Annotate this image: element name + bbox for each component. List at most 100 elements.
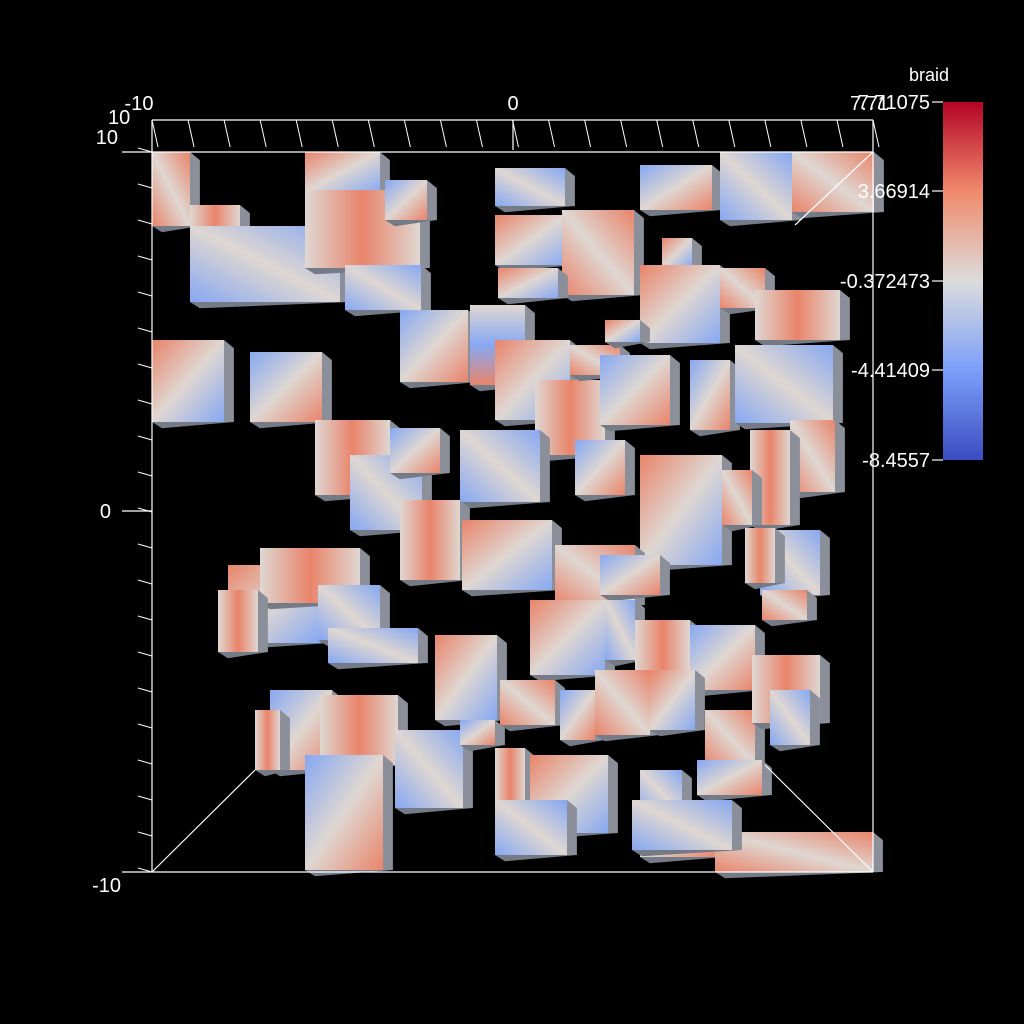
block-front-face [605, 600, 635, 660]
block-bottom-face [640, 343, 730, 350]
block-front-face [530, 600, 605, 675]
block-front-face [735, 345, 833, 423]
block-side-face [752, 470, 762, 525]
block-bottom-face [562, 295, 644, 302]
block-bottom-face [790, 492, 845, 499]
block-side-face [567, 800, 577, 855]
top-axis-tick [439, 119, 447, 148]
volume-block [600, 355, 680, 432]
block-front-face [600, 555, 660, 595]
volume-block [255, 710, 290, 777]
volume-block [498, 268, 568, 305]
top-axis-label-max: 7.71 [850, 93, 889, 115]
top-axis-tick [367, 119, 375, 148]
block-side-face [732, 800, 742, 850]
block-side-face [427, 180, 437, 220]
block-front-face [462, 520, 552, 590]
block-front-face [770, 690, 810, 745]
block-bottom-face [722, 525, 762, 532]
volume-block [250, 352, 332, 429]
block-bottom-face [720, 220, 802, 227]
block-bottom-face [218, 652, 268, 659]
left-axis-tick [137, 507, 153, 513]
volume-block [435, 635, 507, 727]
volume-block [500, 680, 565, 732]
top-axis-tick [728, 119, 736, 148]
depth-line-top-right [794, 151, 874, 226]
top-axis-label-mid: 0 [507, 93, 518, 115]
block-bottom-face [595, 735, 660, 742]
block-side-face [873, 832, 883, 872]
block-side-face [820, 655, 830, 723]
block-front-face [500, 680, 555, 725]
block-bottom-face [640, 857, 725, 864]
block-side-face [322, 352, 332, 422]
top-axis-tick [259, 119, 267, 148]
axis-ticks [137, 119, 880, 873]
block-front-face [255, 710, 280, 770]
block-front-face [390, 428, 440, 473]
left-axis-tick [137, 327, 153, 333]
depth-line-bottom-right [764, 764, 874, 873]
volume-block [495, 800, 577, 862]
axis-frame [122, 119, 874, 873]
block-side-face [280, 710, 290, 770]
block-front-face [690, 360, 730, 430]
top-axis-tick [800, 119, 808, 148]
volume-block [600, 555, 670, 602]
block-bottom-face [605, 342, 650, 349]
left-axis-tick [137, 255, 153, 261]
block-side-face [660, 555, 670, 595]
volume-block [400, 500, 470, 587]
left-axis-tick [137, 867, 153, 873]
block-front-face [328, 628, 418, 663]
block-bottom-face [762, 620, 817, 627]
block-bottom-face [745, 583, 785, 590]
volume-block [575, 440, 635, 502]
left-axis-tick [137, 543, 153, 549]
block-front-face [460, 430, 540, 502]
block-bottom-face [152, 422, 234, 429]
block-front-face [595, 670, 650, 735]
left-axis-tick [137, 687, 153, 693]
block-side-face [692, 238, 702, 268]
left-axis-tick [137, 291, 153, 297]
volume-block [462, 520, 562, 597]
top-axis-tick [331, 119, 339, 148]
volume-block [792, 152, 884, 219]
block-bottom-face [600, 425, 680, 432]
block-front-face [600, 355, 670, 425]
volume-block [722, 470, 762, 532]
block-side-face [775, 528, 785, 583]
colorbar-title: braid [909, 65, 949, 85]
volume-block [745, 528, 785, 590]
top-axis-tick [656, 119, 664, 148]
block-bottom-face [575, 495, 635, 502]
block-front-face [400, 310, 468, 382]
block-front-face [575, 440, 625, 495]
block-side-face [712, 165, 722, 210]
volume-block [640, 265, 730, 350]
left-axis-tick [137, 435, 153, 441]
block-bottom-face [640, 210, 722, 217]
top-axis-tick [475, 119, 483, 148]
block-front-face [345, 265, 421, 310]
block-front-face [762, 590, 807, 620]
block-bottom-face [390, 473, 450, 480]
volume-block [632, 800, 742, 857]
left-axis-label-max: 10 [96, 127, 118, 149]
block-side-face [418, 628, 428, 663]
block-side-face [833, 345, 843, 423]
block-bottom-face [328, 663, 428, 670]
left-axis-tick [137, 831, 153, 837]
colorbar-ticks [932, 101, 943, 461]
block-bottom-face [462, 590, 562, 597]
volume-block [735, 345, 843, 430]
block-side-face [762, 760, 772, 795]
block-side-face [670, 355, 680, 425]
block-side-face [383, 755, 393, 870]
block-bottom-face [255, 770, 290, 777]
block-bottom-face [690, 690, 765, 697]
volume-block [460, 430, 550, 509]
volume-block [400, 310, 478, 389]
